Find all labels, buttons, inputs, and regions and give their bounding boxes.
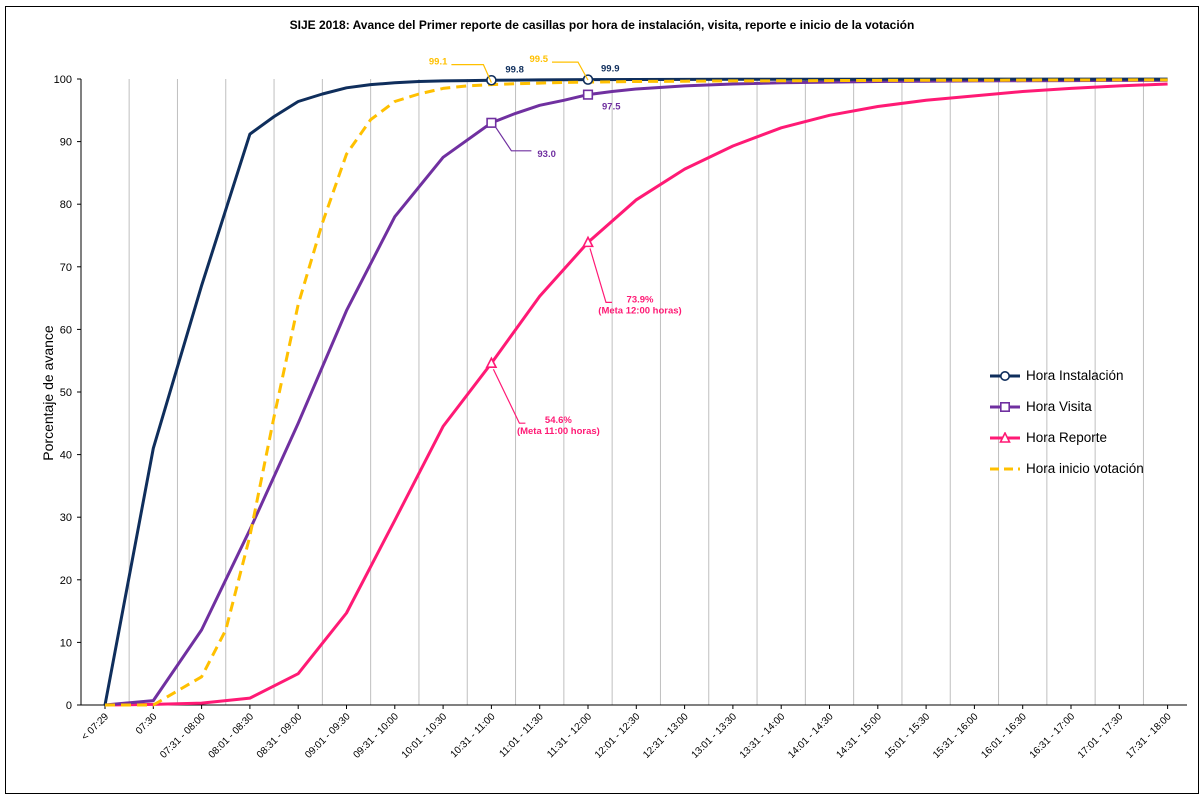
x-tick-label: 08:01 - 08:30: [207, 711, 257, 761]
axes: [77, 78, 1187, 709]
legend: Hora Instalación Hora Visita Hora Report…: [990, 360, 1144, 484]
series-line-1: [104, 78, 1168, 707]
annotation-leader-line: [552, 61, 589, 81]
y-tick-label: 0: [66, 700, 72, 712]
data-label: (Meta 12:00 horas): [598, 305, 681, 316]
y-tick-label: 100: [54, 74, 72, 86]
y-tick-label: 90: [60, 137, 72, 149]
data-label: 99.5: [530, 54, 549, 65]
x-tick-label: 10:01 - 10:30: [400, 711, 450, 761]
x-tick-label: 15:31 - 16:00: [931, 711, 981, 761]
data-label: 99.8: [505, 64, 524, 75]
x-tick-label: 09:01 - 09:30: [303, 711, 353, 761]
data-label: 54.6%: [545, 415, 572, 426]
y-tick-label: 60: [60, 324, 72, 336]
legend-swatch-triangle-icon: [990, 431, 1020, 443]
legend-swatch-square-icon: [990, 401, 1020, 412]
legend-swatch-dash-icon: [990, 467, 1020, 470]
annotation-leader-line: [492, 368, 526, 424]
y-tick-label: 70: [60, 262, 72, 274]
annotation-leader-line: [451, 64, 492, 83]
x-tick-label: 09:31 - 10:00: [351, 711, 401, 761]
legend-label: Hora Reporte: [1026, 430, 1108, 445]
x-tick-label: 07:30: [134, 711, 160, 737]
y-tick-label: 50: [60, 387, 72, 399]
x-tick-label: 10:31 - 11:00: [449, 711, 498, 760]
series-line-0: [103, 77, 1168, 706]
annotation-leader-line: [494, 126, 532, 152]
y-tick-label: 40: [60, 450, 72, 462]
data-point-square: [582, 89, 594, 100]
data-point-circle: [486, 74, 497, 86]
annotation-leader-line: [589, 248, 612, 303]
legend-swatch-circle-icon: [990, 370, 1020, 381]
data-label: 73.9%: [627, 294, 654, 305]
data-label: (Meta 11:00 horas): [517, 426, 600, 437]
series-line-2: [104, 82, 1168, 707]
grid-lines: [128, 79, 1144, 705]
x-tick-label: 07:31 - 08:00: [158, 711, 208, 761]
y-tick-label: 10: [60, 637, 72, 649]
x-tick-label: 15:01 - 15:30: [883, 711, 933, 761]
data-label: 97.5: [602, 102, 621, 113]
x-tick-label: 08:31 - 09:00: [255, 711, 305, 761]
x-tick-label: 17:31 - 18:00: [1124, 711, 1174, 761]
x-tick-label: 11:31 - 12:00: [545, 711, 594, 760]
x-tick-label: 12:01 - 12:30: [593, 711, 643, 761]
x-tick-label: 14:01 - 14:30: [786, 711, 836, 761]
y-tick-label: 80: [60, 199, 72, 211]
x-tick-label: 13:31 - 14:00: [738, 711, 788, 761]
x-tick-label: 16:31 - 17:00: [1028, 711, 1078, 761]
x-tick-label: 16:01 - 16:30: [979, 711, 1029, 761]
x-tick-label: 11:01 - 11:30: [497, 711, 546, 760]
chart-frame: [5, 6, 1199, 794]
legend-item-hora-visita: Hora Visita: [990, 391, 1144, 422]
x-tick-label: 14:31 - 15:00: [834, 711, 884, 761]
x-tick-label: 17:01 - 17:30: [1076, 711, 1126, 761]
legend-label: Hora Instalación: [1026, 368, 1124, 383]
series-lines: [103, 77, 1168, 707]
series-line-3: [105, 78, 1168, 707]
legend-label: Hora Visita: [1026, 399, 1092, 414]
data-point-square: [486, 117, 497, 128]
x-tick-label: < 07:29: [80, 711, 112, 743]
y-tick-labels: 0 10 20 30 40 50 60 70 80 90 100: [54, 74, 72, 712]
legend-item-hora-reporte: Hora Reporte: [990, 422, 1144, 453]
legend-item-hora-instalacion: Hora Instalación: [990, 360, 1144, 391]
data-label: 99.1: [429, 57, 448, 68]
legend-item-hora-inicio-votacion: Hora inicio votación: [990, 453, 1144, 484]
data-point-triangle: [485, 356, 498, 369]
data-label: 93.0: [537, 149, 556, 160]
data-label: 99.9: [601, 64, 620, 75]
x-tick-label: 12:31 - 13:00: [641, 711, 691, 761]
x-tick-label: 13:01 - 13:30: [690, 711, 740, 761]
y-tick-label: 20: [60, 575, 72, 587]
chart-title: SIJE 2018: Avance del Primer reporte de …: [289, 18, 915, 32]
data-point-triangle: [582, 235, 594, 248]
y-tick-label: 30: [60, 512, 72, 524]
legend-label: Hora inicio votación: [1026, 461, 1144, 476]
annotations: 99.8 99.9 99.1 99.5 93.0 97.5 73.9%(Meta 12:00…: [429, 54, 682, 437]
